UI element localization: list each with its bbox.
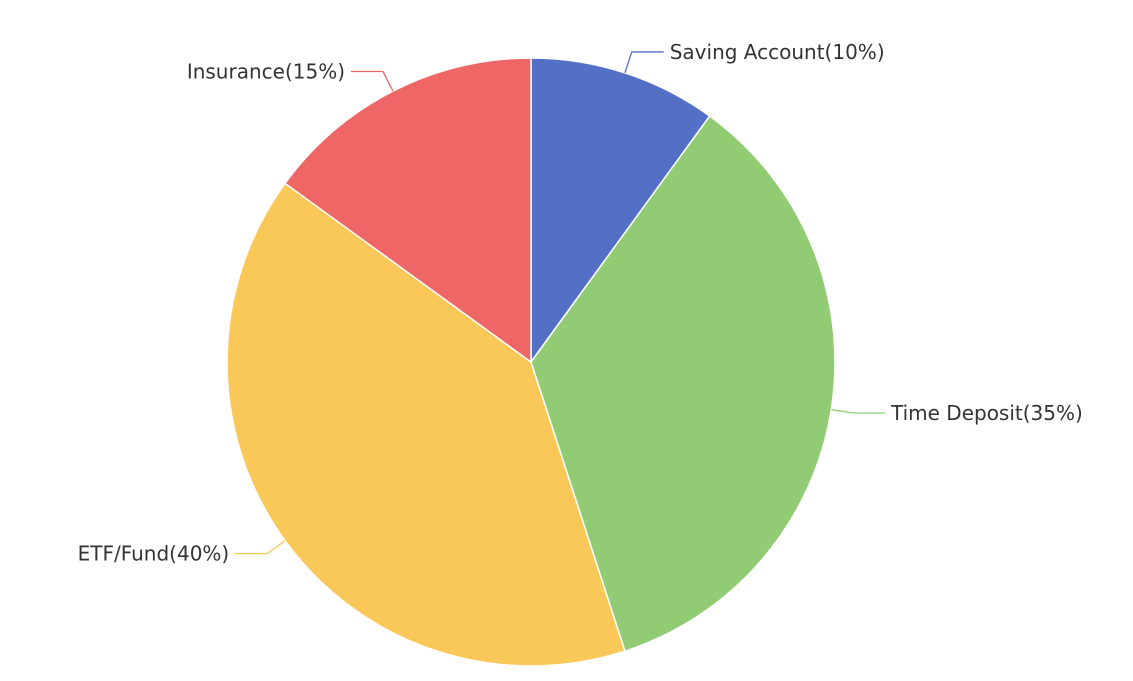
leader-line-time-deposit bbox=[831, 408, 885, 414]
leader-lines bbox=[235, 51, 885, 555]
slice-label-etf-fund: ETF/Fund(40%) bbox=[78, 542, 230, 566]
leader-line-saving-account bbox=[624, 51, 664, 74]
pie-slices bbox=[226, 57, 836, 667]
slice-label-time-deposit: Time Deposit(35%) bbox=[890, 401, 1083, 425]
leader-line-etf-fund bbox=[235, 540, 286, 555]
leader-line-insurance bbox=[351, 70, 394, 92]
slice-label-saving-account: Saving Account(10%) bbox=[670, 40, 885, 64]
slice-label-insurance: Insurance(15%) bbox=[187, 60, 345, 84]
pie-slice-etf-fund bbox=[226, 182, 626, 667]
slice-labels: Saving Account(10%) Time Deposit(35%) ETF/… bbox=[78, 40, 1083, 566]
pie-slice-insurance bbox=[284, 57, 532, 363]
pie-slice-time-deposit bbox=[530, 115, 836, 652]
